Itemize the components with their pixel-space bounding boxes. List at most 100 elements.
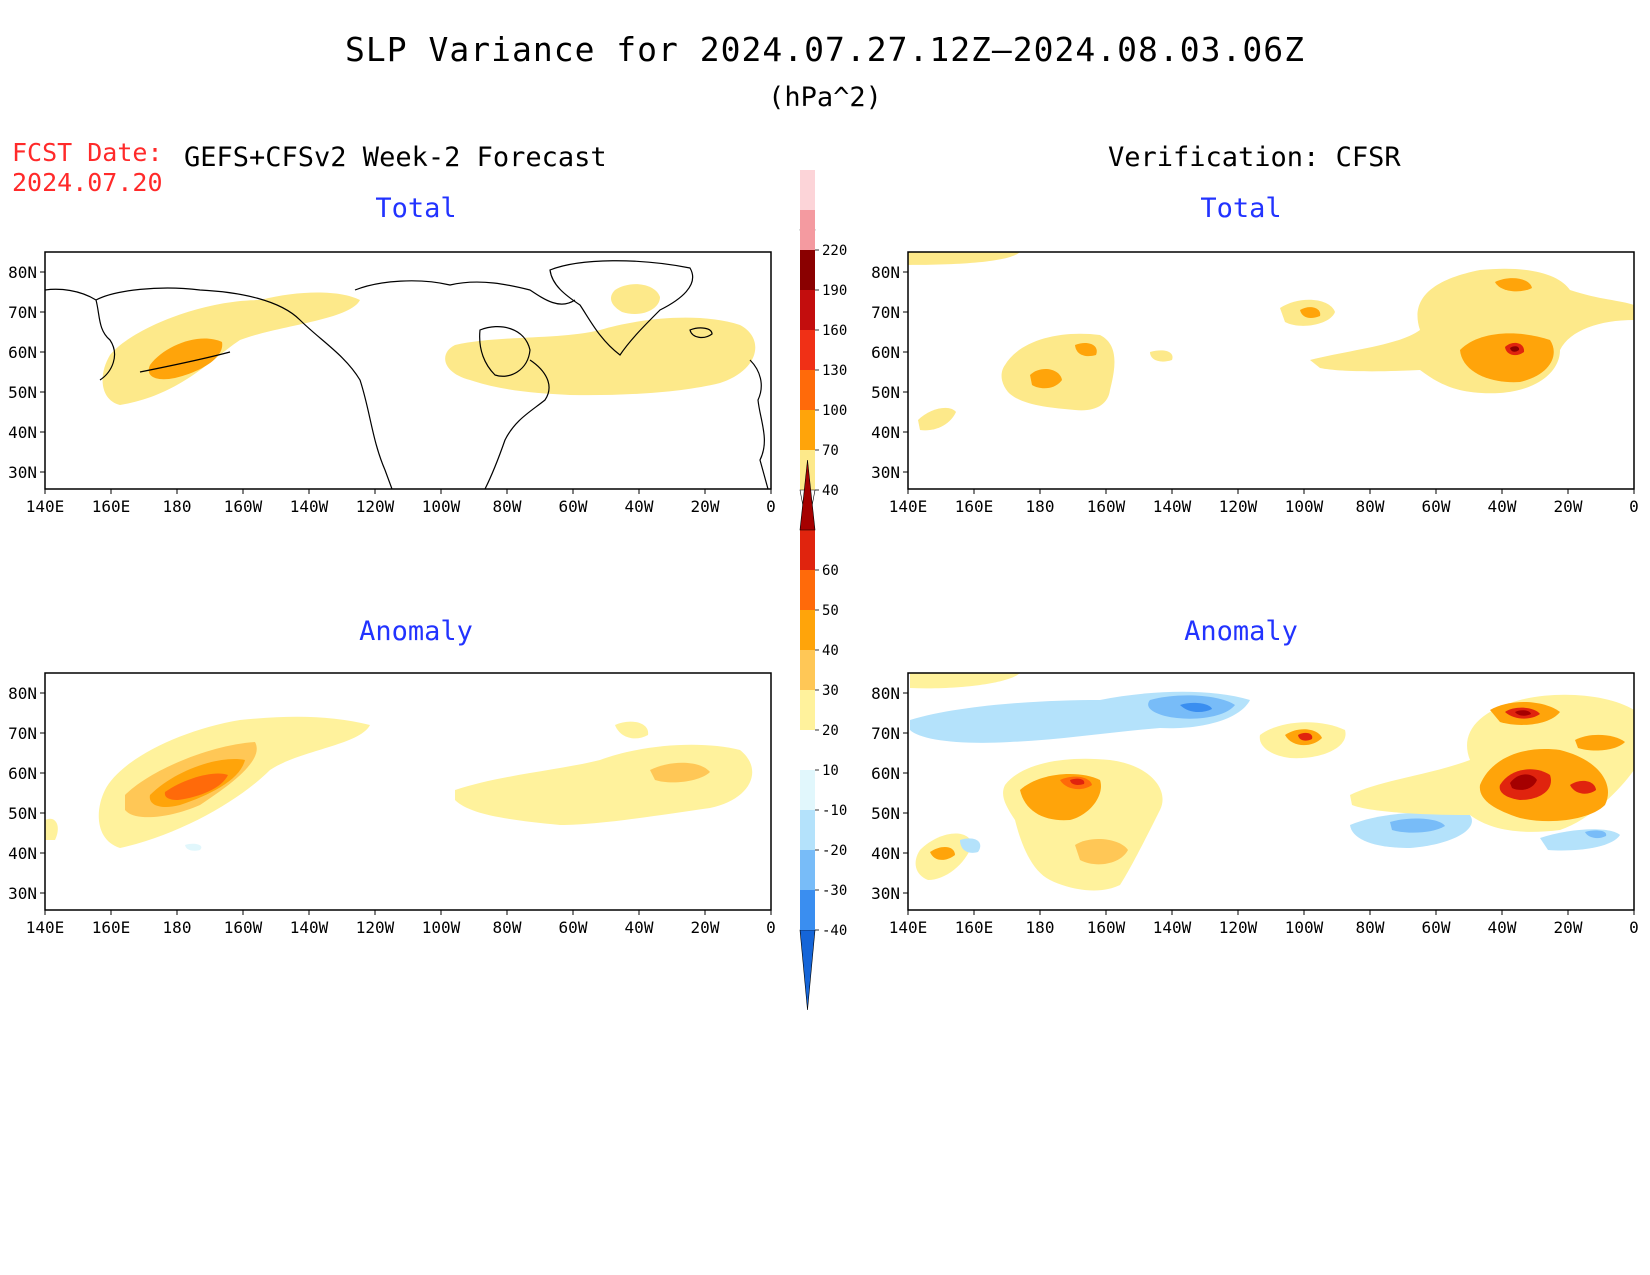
verification-anomaly-lon-label: 20W	[1554, 918, 1583, 937]
verification-anomaly-yellow-top	[910, 673, 1020, 689]
colorbar-anomaly-swatch	[800, 850, 815, 890]
colorbar-anomaly-swatch	[800, 570, 815, 610]
verification-anomaly-lat-label: 70N	[871, 724, 900, 743]
forecast-anomaly-lon-label: 120W	[356, 918, 395, 937]
fcst-date-label: FCST Date: 2024.07.20	[12, 138, 163, 198]
verification-anomaly-lon-label: 120W	[1219, 918, 1258, 937]
verification-total-orange-north	[1495, 278, 1532, 292]
verification-total-lon-label: 140W	[1153, 497, 1192, 516]
forecast-total-lon-label: 40W	[625, 497, 654, 516]
colorbar-anomaly: -40 -30 -20 -10 10 20 30 40 50 60	[799, 459, 847, 1011]
verification-anomaly-lon-label: 140E	[889, 918, 928, 937]
forecast-anomaly-yellow-atlantic	[455, 744, 753, 825]
colorbar-anomaly-label: -20	[822, 843, 847, 859]
colorbar-anomaly-label: 50	[822, 603, 839, 619]
colorbar-total-swatch	[800, 250, 815, 290]
forecast-anomaly-lon-label: 140E	[26, 918, 65, 937]
verification-anomaly-blue-north	[1180, 702, 1212, 713]
colorbar-total-label: 220	[822, 243, 847, 259]
colorbar-anomaly-swatch	[800, 810, 815, 850]
forecast-anomaly-lon-label: 180	[163, 918, 192, 937]
forecast-anomaly-lat-label: 60N	[8, 764, 37, 783]
forecast-anomaly-lat-label: 50N	[8, 804, 37, 823]
forecast-title: GEFS+CFSv2 Week-2 Forecast	[184, 142, 607, 173]
colorbar-anomaly-bottom-arrow	[799, 929, 816, 1011]
forecast-total-lon-label: 20W	[691, 497, 720, 516]
verification-total-lon-label: 120W	[1219, 497, 1258, 516]
verification-anomaly-darkred-atlantic	[1510, 774, 1537, 790]
colorbar-anomaly-label: 10	[822, 763, 839, 779]
forecast-total-lon-label: 120W	[356, 497, 395, 516]
verification-anomaly-lon-label: 160E	[955, 918, 994, 937]
colorbar-anomaly-label: 40	[822, 643, 839, 659]
colorbar-total-label: 130	[822, 363, 847, 379]
colorbar-anomaly-swatch	[800, 690, 815, 730]
verification-total-lon-label: 0	[1629, 497, 1639, 516]
axis-ticks: 80N 70N 60N 50N 40N 30N 140E 160E 180 160W 140W 120…	[8, 263, 1639, 937]
verification-total-yellow-atlantic	[1310, 268, 1634, 394]
colorbar-total-label: 190	[822, 283, 847, 299]
coastlines	[45, 260, 769, 489]
forecast-anomaly-orange-atlantic	[650, 762, 710, 783]
colorbar-anomaly-swatch	[800, 610, 815, 650]
colorbar-anomaly-swatch	[800, 890, 815, 930]
fcst-date-value: 2024.07.20	[12, 168, 163, 197]
verification-anomaly-orange-east	[1575, 734, 1625, 751]
forecast-anomaly-lat-label: 30N	[8, 884, 37, 903]
verification-anomaly-red-east	[1570, 780, 1596, 794]
colorbar-anomaly-top-arrow	[799, 459, 816, 531]
verification-anomaly-darkred-north	[1515, 710, 1531, 716]
colorbar-anomaly-swatch	[800, 770, 815, 810]
verification-total-yellow-top	[908, 252, 1020, 265]
colorbar-total-label: 160	[822, 323, 847, 339]
forecast-total-yellow-atlantic	[445, 317, 756, 396]
verification-anomaly-lat-label: 30N	[871, 884, 900, 903]
fcst-date-caption: FCST Date:	[12, 138, 163, 167]
colorbar-total-swatch	[800, 330, 815, 370]
verification-total-yellow-pacific	[1001, 333, 1115, 411]
forecast-total-title: Total	[375, 193, 457, 224]
verification-anomaly-lon-label: 40W	[1488, 918, 1517, 937]
forecast-total-yellow-pacific	[102, 292, 360, 405]
forecast-total-orange-pacific	[148, 338, 223, 380]
forecast-total-lon-label: 0	[766, 497, 776, 516]
forecast-anomaly-yellow-greenland	[615, 721, 649, 739]
colorbar-total-swatch	[800, 210, 815, 250]
colorbar-total-label: 40	[822, 483, 839, 499]
verification-total-map	[908, 252, 1634, 431]
colorbar-anomaly-label: -10	[822, 803, 847, 819]
forecast-anomaly-lon-label: 40W	[625, 918, 654, 937]
forecast-total-lon-label: 160E	[92, 497, 131, 516]
forecast-total-map	[102, 284, 756, 405]
verification-anomaly-map	[910, 673, 1634, 891]
colorbar-anomaly-swatch	[800, 650, 815, 690]
verification-total-lat-label: 60N	[871, 343, 900, 362]
forecast-total-lon-label: 160W	[224, 497, 263, 516]
verification-anomaly-lon-label: 0	[1629, 918, 1639, 937]
colorbar-total-swatch	[800, 370, 815, 410]
colorbar-anomaly-label: 20	[822, 723, 839, 739]
forecast-anomaly-lon-label: 160W	[224, 918, 263, 937]
verification-total-darkred-center	[1510, 346, 1520, 352]
colorbar-total-swatch	[800, 290, 815, 330]
verification-anomaly-lon-label: 80W	[1356, 918, 1385, 937]
verification-anomaly-lightblue-west	[960, 838, 981, 853]
verification-total-orange-atlantic	[1460, 333, 1554, 383]
verification-total-lat-label: 80N	[871, 263, 900, 282]
forecast-anomaly-yellow-pacific	[98, 716, 370, 848]
verification-total-yellow-pacific-small	[1150, 350, 1173, 362]
forecast-anomaly-lon-label: 20W	[691, 918, 720, 937]
verification-anomaly-lon-label: 60W	[1422, 918, 1451, 937]
verification-anomaly-frame	[907, 672, 1635, 911]
verification-total-lat-label: 70N	[871, 303, 900, 322]
verification-total-orange-pacific-2	[1075, 343, 1097, 357]
forecast-total-lon-label: 180	[163, 497, 192, 516]
verification-anomaly-red-canada	[1298, 732, 1313, 741]
verification-total-frame	[907, 251, 1635, 490]
forecast-anomaly-frame	[44, 672, 772, 911]
verification-anomaly-lat-label: 80N	[871, 684, 900, 703]
forecast-anomaly-yellow-west	[45, 818, 58, 840]
forecast-total-lon-label: 80W	[493, 497, 522, 516]
forecast-total-coastline	[45, 260, 769, 489]
verification-anomaly-title: Anomaly	[1184, 616, 1298, 647]
